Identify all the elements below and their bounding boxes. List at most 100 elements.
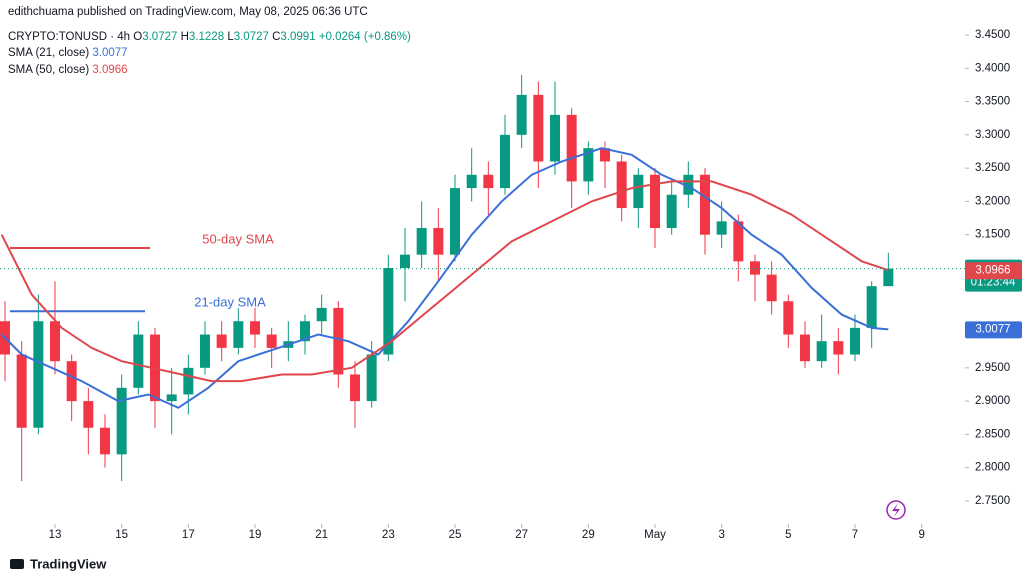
candle-body [833,341,844,355]
ohlc-value: 3.1228 [188,30,225,43]
candle-body [116,387,127,455]
candle-body [716,221,727,235]
published-line: edithchuama published on TradingView.com… [8,4,411,21]
sma-line [0,147,889,409]
candle-body [733,221,744,262]
candle-body [516,94,527,135]
ohlc-value: 3.0727 [142,30,178,43]
candle-body [183,367,194,395]
x-tick-label: 13 [49,529,62,541]
annotation-text: 50-day SMA [202,231,274,246]
candle-body [700,174,710,235]
candle-body [133,334,144,388]
symbol: CRYPTO:TONUSD · 4h [8,30,131,43]
candle-body [216,334,227,348]
candle-body [383,267,394,355]
header: edithchuama published on TradingView.com… [8,4,411,78]
candle-body [350,374,360,402]
x-tick-label: May [644,529,666,541]
candle-body [650,174,660,229]
x-tick-label: 27 [515,529,528,541]
candle-body [683,174,694,195]
price-box [965,321,1022,339]
candle-body [583,148,594,182]
published: edithchuama published on TradingView.com… [8,6,368,18]
y-tick-label: 3.1500 [975,229,1010,241]
candle-body [433,228,444,255]
sma-line [0,180,889,383]
change: +0.0264 (+0.86%) [318,30,411,43]
y-tick-label: 3.2500 [975,162,1010,174]
candle-body [66,361,77,402]
candle-body [266,334,277,348]
candle-body [883,268,894,287]
legend-entry: SMA (50, close) 3.0966 [8,62,411,79]
alert-icon[interactable] [886,500,906,520]
candle-body [300,321,310,342]
candle-body [750,261,760,275]
legend-value: 3.0077 [92,47,128,59]
ohlc-letter: O [133,30,143,43]
y-tick-label: 2.9500 [975,362,1010,374]
x-tick-label: 19 [249,529,262,541]
candle-body [800,334,810,362]
candle-body [366,354,377,402]
y-tick-label: 2.9000 [975,395,1010,407]
candle-body [83,401,94,428]
ohlc-letter: C [272,30,281,43]
x-tick-label: 23 [382,529,395,541]
candle-body [250,321,260,335]
candle-body [866,286,877,328]
candle-body [616,161,627,209]
candle-body [533,94,544,162]
alert-bolt [892,503,900,517]
y-tick-label: 2.8000 [975,462,1010,474]
legend-entry: SMA (21, close) 3.0077 [8,45,411,62]
y-tick-label: 2.8500 [975,428,1010,440]
candle-body [166,394,177,402]
x-tick-label: 17 [182,529,195,541]
legend-name: SMA (21, close) [8,47,90,59]
candle-body [416,228,427,255]
candle-body [666,194,677,229]
legend-value: 3.0966 [92,63,128,76]
y-tick-label: 3.4000 [975,62,1010,74]
candle-body [50,321,60,362]
candle-body [633,174,644,209]
price-box [965,262,1022,280]
candle-body [483,174,494,189]
x-tick-label: 15 [115,529,128,541]
y-tick-label: 3.4500 [975,29,1010,41]
candle-body [550,114,560,162]
candle-body [333,307,344,375]
candle-body [233,321,244,348]
annotation-text: 21-day SMA [194,295,266,310]
x-tick-label: 25 [449,529,462,541]
candle-body [100,427,110,455]
candle-body [400,254,410,268]
x-tick-label: 5 [785,529,791,541]
x-tick-label: 29 [582,529,595,541]
y-tick-label: 3.3500 [975,96,1010,108]
candle-body [783,301,794,335]
y-tick-label: 2.7500 [975,495,1010,507]
x-tick-label: 9 [918,529,924,541]
candle-body [566,114,577,182]
candle-body [766,274,777,302]
price-box-label: 3.0077 [975,323,1010,335]
candle-body [16,354,27,428]
x-tick-label: 3 [718,529,724,541]
y-tick-label: 3.3000 [975,129,1010,141]
ohlc-value: 3.0727 [233,30,269,43]
footer-brand: TradingView [30,556,107,571]
countdown: 01:23:44 [971,277,1016,289]
candle-body [600,148,610,162]
footer-logo [10,559,24,569]
x-tick-label: 7 [852,529,858,541]
legend-name: SMA (50, close) [8,63,90,76]
ohlc-letter: H [180,30,189,43]
candle-body [316,307,327,322]
candle-body [450,188,460,255]
